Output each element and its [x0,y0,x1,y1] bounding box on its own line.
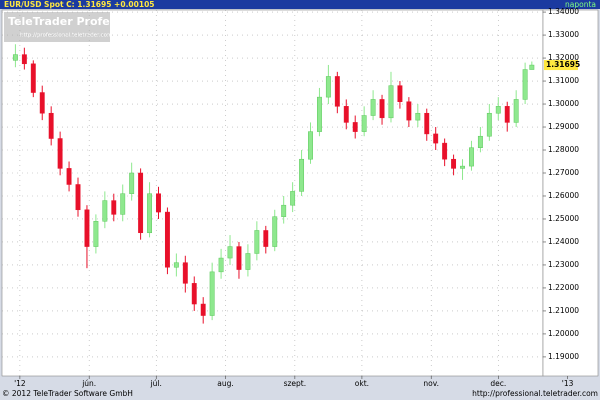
x-tick-label: dec. [490,379,506,388]
candle-body [236,246,242,270]
x-tick-label: jún. [81,379,96,388]
candle-body [424,112,430,135]
candle-body [120,193,126,215]
candle-body [522,69,528,100]
candle-body [388,85,394,119]
candle-body [263,230,269,247]
candle-body [379,99,385,119]
candle-body [486,112,492,137]
watermark-box [4,12,110,42]
y-tick-label: 1.34000 [548,7,579,16]
y-tick-label: 1.19000 [548,352,579,361]
y-tick-label: 1.22000 [548,283,579,292]
candle-body [57,138,63,169]
candle-body [173,262,179,268]
candle-body [227,246,233,259]
y-tick-label: 1.25000 [548,214,579,223]
candle-body [504,106,510,123]
x-tick-label: nov. [423,379,439,388]
y-tick-label: 1.26000 [548,191,579,200]
candle-body [21,54,27,65]
plot-area [1,9,544,377]
candle-body [352,122,358,132]
x-tick-label: '13 [562,379,574,388]
candle-body [245,253,251,270]
candle-body [451,158,457,169]
candle-body [308,131,313,160]
candle-body [325,76,331,98]
candle-body [316,96,322,132]
y-tick-label: 1.27000 [548,168,579,177]
x-tick-label: '12 [14,379,26,388]
y-tick-label: 1.29000 [548,122,579,131]
candle-body [182,262,188,284]
candle-body [433,133,439,144]
candle-body [138,172,144,234]
candle-body [397,85,403,102]
candle-body [361,115,367,132]
y-tick-label: 1.30000 [548,99,579,108]
candle-body [290,191,296,206]
x-tick-label: júl. [150,379,162,388]
candle-body [75,184,81,211]
candle-body [370,99,376,116]
candle-body [442,142,448,160]
candle-body [460,165,465,169]
y-tick-label: 1.23000 [548,260,579,269]
watermark-url: http://professional.teletrader.com/ [20,33,114,39]
watermark-brand: TeleTrader Professional [8,15,153,28]
chart-title: EUR/USD Spot C: 1.31695 +0.00105 [4,0,155,9]
period: naponta [565,0,596,9]
candle-body [281,204,287,217]
y-tick-label: 1.21000 [548,306,579,315]
y-tick-label: 1.28000 [548,145,579,154]
y-tick-label: 1.32000 [548,53,579,62]
x-tick-label: szept. [284,379,307,388]
candle-body [12,54,18,61]
candle-body [209,271,215,316]
candle-body [406,101,412,121]
top-bar [0,0,600,9]
candle-body [334,76,340,107]
y-tick-label: 1.33000 [548,30,579,39]
candle-body [66,168,72,185]
candle-body [218,257,224,273]
candle-body [200,303,206,316]
candle-body [299,158,305,192]
candle-body [495,106,501,114]
candle-body [30,63,36,93]
y-tick-label: 1.31000 [548,76,579,85]
candle-body [129,172,135,194]
candle-body [102,200,108,222]
footer-url: http://professional.teletrader.com [472,389,598,398]
candle-body [343,106,349,123]
footer-copyright: © 2012 TeleTrader Software GmbH [2,389,133,398]
candle-body [48,112,54,139]
candle-body [147,193,152,234]
candle-body [529,64,535,70]
last-price-label: 1.31695 [546,60,580,69]
x-tick-label: aug. [217,379,234,388]
candle-body [39,92,45,114]
candle-body [254,230,260,254]
candle-body [469,147,474,167]
candle-body [191,283,197,305]
candle-body [477,135,483,148]
candle-body [93,221,99,247]
x-tick-label: okt. [355,379,369,388]
last-price-box [544,60,578,71]
y-tick-label: 1.20000 [548,329,579,338]
candle-body [111,200,117,215]
candle-body [513,99,519,123]
y-axis-area [542,9,599,377]
candle-body [415,112,421,121]
candle-body [272,216,278,247]
candle-body [156,193,161,213]
candle-body [84,209,90,247]
candle-body [164,211,170,268]
y-tick-label: 1.24000 [548,237,579,246]
